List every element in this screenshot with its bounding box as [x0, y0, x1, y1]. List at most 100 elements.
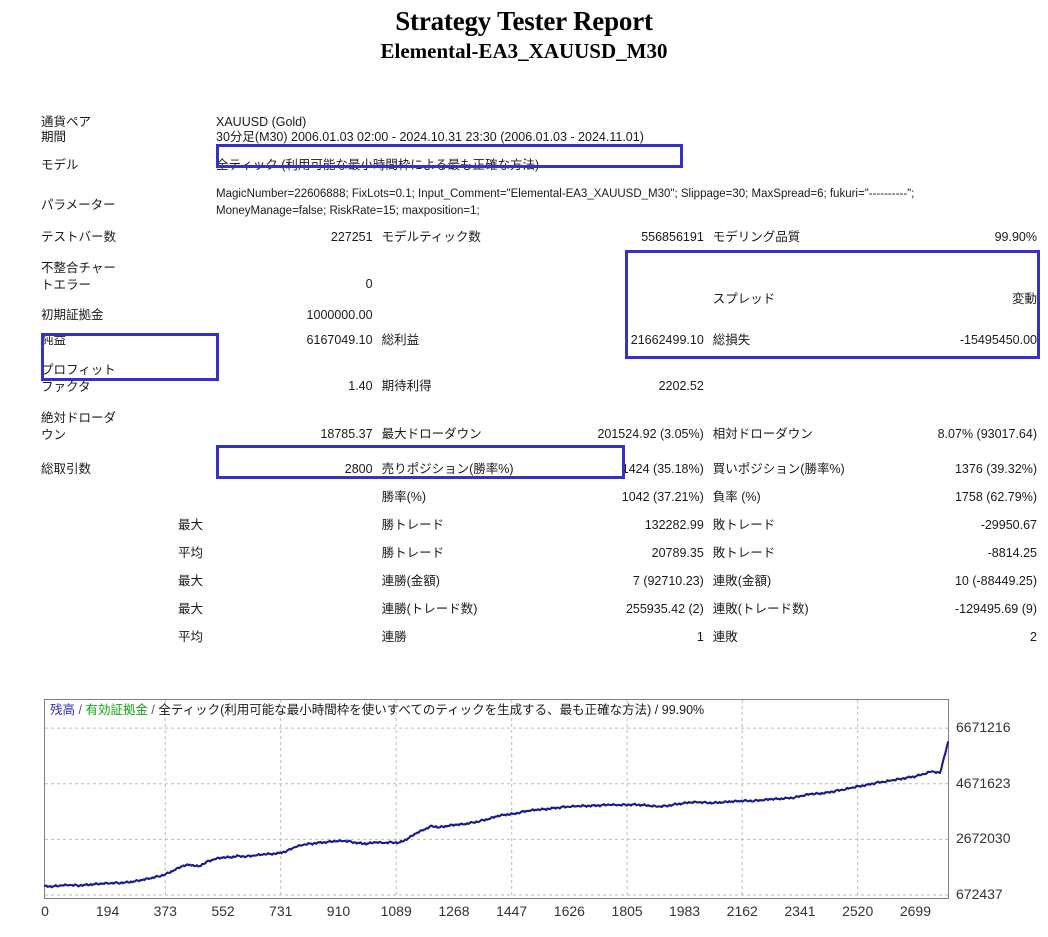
x-axis-tick-13: 2341	[784, 903, 816, 919]
winrate-spacer-2	[213, 490, 379, 518]
report-table: 通貨ペア XAUUSD (Gold) 期間 30分足(M30) 2006.01.…	[41, 115, 1041, 654]
equity-curve-svg	[44, 700, 949, 898]
max-drawdown-value: 201524.92 (3.05%)	[597, 427, 704, 441]
spread-value: 変動	[1011, 292, 1037, 306]
profit-trades-value: 1042 (37.21%)	[621, 490, 704, 504]
expected-payoff-label: 期待利得	[381, 379, 432, 393]
x-axis-tick-14: 2520	[842, 903, 874, 919]
average-win-label: 勝トレード	[381, 546, 445, 560]
x-axis-tick-0: 0	[41, 903, 49, 919]
x-axis-tick-2: 373	[153, 903, 177, 919]
largest-label: 最大	[177, 518, 203, 532]
x-axis-tick-11: 1983	[668, 903, 701, 919]
bars-value: 227251	[330, 230, 373, 244]
deposit-spacer-3	[710, 308, 876, 333]
table-row-max-consecutive-amount: 最大 連勝(金額) 7 (92710.23) 連敗(金額) 10 (-88449…	[41, 574, 1041, 602]
table-row-parameters: パラメーター MagicNumber=22606888; FixLots=0.1…	[41, 186, 1041, 230]
x-axis-tick-8: 1447	[496, 903, 528, 919]
page-title: Strategy Tester Report	[395, 6, 653, 36]
bars-label: テストバー数	[41, 230, 117, 244]
max-consec-losses-label: 連敗(金額)	[712, 574, 772, 588]
deposit-spacer-2	[544, 308, 710, 333]
short-positions-value: 1424 (35.18%)	[621, 462, 704, 476]
profit-factor-label-line-1: プロフィット	[41, 363, 116, 377]
x-axis-tick-10: 1805	[611, 903, 643, 919]
largest-win-value: 132282.99	[644, 518, 704, 532]
total-trades-value: 2800	[344, 462, 373, 476]
quality-label: モデリング品質	[712, 230, 801, 244]
y-axis-tick-2: 4671623	[956, 774, 1011, 791]
abs-drawdown-label-line-2: ウン	[41, 428, 67, 442]
largest-loss-value: -29950.67	[980, 518, 1037, 532]
deposit-spacer-1	[379, 308, 545, 333]
max-consec-profit-value: 255935.42 (2)	[625, 602, 704, 616]
abs-drawdown-label-line-1: 絶対ドローダ	[41, 411, 117, 425]
winrate-spacer	[41, 490, 213, 518]
pf-spacer-2	[875, 362, 1041, 410]
expected-payoff-value: 2202.52	[658, 379, 704, 393]
long-positions-label: 買いポジション(勝率%)	[712, 462, 845, 476]
maxconsec-spacer	[213, 574, 379, 602]
largest-spacer	[213, 518, 379, 546]
initial-deposit-label: 初期証拠金	[41, 308, 104, 322]
max-consec-losses-value: 10 (-88449.25)	[954, 574, 1037, 588]
x-axis-tick-15: 2699	[899, 903, 931, 919]
table-row-bars: テストバー数 227251 モデルティック数 556856191 モデリング品質…	[41, 230, 1041, 260]
chart-legend: 残高 / 有効証拠金 / 全ティック(利用可能な最小時間枠を使いすべてのティック…	[50, 702, 704, 718]
legend-separator-2: /	[147, 703, 159, 717]
avg-consecutive-label: 平均	[177, 630, 203, 644]
table-row-symbol: 通貨ペア XAUUSD (Gold)	[41, 115, 1041, 130]
ticks-label: モデルティック数	[381, 230, 481, 244]
profit-trades-label: 勝率(%)	[381, 490, 427, 504]
parameters-value: MagicNumber=22606888; FixLots=0.1; Input…	[213, 186, 914, 230]
avg-consec-losses-label: 連敗	[712, 630, 738, 644]
parameters-label: パラメーター	[41, 198, 116, 212]
x-axis-tick-3: 552	[211, 903, 235, 919]
mismatch-spacer-2	[544, 260, 710, 308]
model-value: 全ティック (利用可能な最小時間枠による最も正確な方法)	[216, 158, 540, 172]
x-axis-tick-6: 1089	[380, 903, 412, 919]
abs-drawdown-value: 18785.37	[320, 427, 373, 441]
quality-value: 99.90%	[994, 230, 1037, 244]
model-label: モデル	[41, 158, 79, 172]
mismatch-label: 不整合チャー トエラー	[41, 260, 213, 308]
parameters-line-2: MoneyManage=false; RiskRate=15; maxposit…	[216, 205, 480, 217]
profit-factor-label: プロフィット ファクタ	[41, 362, 213, 410]
gross-profit-label: 総利益	[381, 333, 420, 347]
deposit-spacer-4	[875, 308, 1041, 333]
avg-consec-losses-value: 2	[1030, 630, 1037, 644]
rel-drawdown-value: 8.07% (93017.64)	[937, 427, 1037, 441]
max-consecutive-label: 最大	[177, 574, 203, 588]
max-consec-lossamt-value: -129495.69 (9)	[954, 602, 1037, 616]
average-label: 平均	[177, 546, 203, 560]
report-table-container: 通貨ペア XAUUSD (Gold) 期間 30分足(M30) 2006.01.…	[41, 115, 1041, 654]
max-consec-lossamt-label: 連敗(トレード数)	[712, 602, 809, 616]
symbol-value: XAUUSD (Gold)	[216, 115, 307, 129]
table-row-win-rate: 勝率(%) 1042 (37.21%) 負率 (%) 1758 (62.79%)	[41, 490, 1041, 518]
y-axis-tick-0: 672437	[956, 885, 1003, 902]
legend-separator-1: /	[75, 703, 86, 717]
avg-consec-wins-value: 1	[696, 630, 704, 644]
max-consec-wins-value: 7 (92710.23)	[632, 574, 704, 588]
average-loss-value: -8814.25	[987, 546, 1037, 560]
x-axis-tick-7: 1268	[438, 903, 470, 919]
max-consecutive-count-label: 最大	[177, 602, 203, 616]
table-row-model: モデル 全ティック (利用可能な最小時間枠による最も正確な方法)	[41, 158, 1041, 186]
x-axis-tick-4: 731	[269, 903, 293, 919]
table-row-average-consecutive: 平均 連勝 1 連敗 2	[41, 630, 1041, 654]
average-loss-label: 敗トレード	[712, 546, 776, 560]
symbol-label: 通貨ペア	[41, 115, 92, 129]
legend-equity-label: 有効証拠金	[85, 703, 148, 717]
table-row-largest: 最大 勝トレード 132282.99 敗トレード -29950.67	[41, 518, 1041, 546]
net-profit-label: 純益	[41, 333, 67, 347]
x-axis-tick-12: 2162	[726, 903, 758, 919]
average-win-value: 20789.35	[651, 546, 704, 560]
x-axis-tick-1: 194	[95, 903, 120, 919]
max-consec-wins-label: 連勝(金額)	[381, 574, 440, 588]
chart-y-axis: 672437 2672030 4671623 6671216	[952, 699, 1048, 902]
pf-spacer-1	[710, 362, 876, 410]
long-positions-value: 1376 (39.32%)	[954, 462, 1037, 476]
period-label: 期間	[41, 130, 67, 144]
period-value: 30分足(M30) 2006.01.03 02:00 - 2024.10.31 …	[216, 130, 644, 144]
